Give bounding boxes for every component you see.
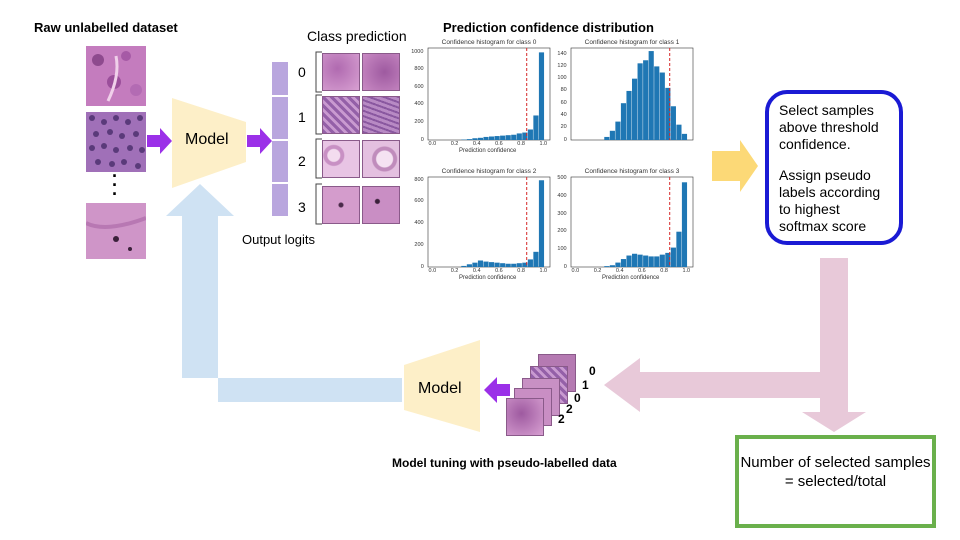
select-samples-text: Select samples above threshold confidenc… — [779, 102, 879, 152]
model-label-top: Model — [185, 131, 229, 148]
model-label-bottom: Model — [418, 380, 462, 397]
purple-arrow-out — [247, 128, 272, 154]
yellow-arrow — [712, 140, 758, 192]
stack-label-e: 2 — [558, 412, 565, 426]
class2-tile-a — [322, 140, 360, 178]
class-index-2: 2 — [298, 153, 306, 169]
selected-count-title: Number of selected samples — [740, 454, 931, 471]
purple-arrow-bottom — [484, 377, 510, 403]
stack-label-d: 2 — [566, 402, 573, 416]
raw-dataset-title: Raw unlabelled dataset — [34, 20, 178, 35]
feedback-arrow — [166, 184, 402, 402]
class-index-3: 3 — [298, 199, 306, 215]
class-prediction-title: Class prediction — [307, 28, 407, 44]
model-shape-bottom — [404, 340, 480, 432]
model-tuning-title: Model tuning with pseudo-labelled data — [392, 456, 617, 470]
ellipsis: · · · — [112, 166, 118, 204]
class-index-1: 1 — [298, 109, 306, 125]
class2-tile-b — [362, 140, 400, 178]
raw-tile-1 — [86, 46, 146, 106]
stack-tile-1 — [506, 398, 544, 436]
class1-tile-b — [362, 96, 400, 134]
pink-arrow-left — [604, 358, 820, 412]
confidence-distribution-title: Prediction confidence distribution — [443, 20, 654, 35]
bracket-0 — [315, 51, 322, 93]
class1-tile-a — [322, 96, 360, 134]
bracket-3 — [315, 183, 322, 225]
purple-arrow-in — [147, 128, 172, 154]
bracket-1 — [315, 94, 322, 135]
class0-tile-a — [322, 53, 360, 91]
class3-tile-b — [362, 186, 400, 224]
select-samples-box: Select samples above threshold confidenc… — [765, 90, 903, 245]
output-logits-label: Output logits — [242, 232, 315, 247]
stack-label-a: 0 — [589, 364, 596, 378]
selected-count-formula: = selected/total — [784, 473, 887, 490]
stack-label-c: 0 — [574, 391, 581, 405]
class3-tile-a — [322, 186, 360, 224]
raw-tile-2 — [86, 112, 146, 172]
assign-pseudo-labels-text: Assign pseudo labels according to highes… — [779, 167, 881, 234]
bracket-2 — [315, 138, 322, 179]
selected-count-box: Number of selected samples = selected/to… — [735, 435, 936, 528]
pink-arrow-down — [802, 258, 866, 432]
model-shape-top — [172, 98, 246, 188]
class0-tile-b — [362, 53, 400, 91]
stack-label-b: 1 — [582, 378, 589, 392]
class-index-0: 0 — [298, 64, 306, 80]
raw-tile-3 — [86, 203, 146, 259]
